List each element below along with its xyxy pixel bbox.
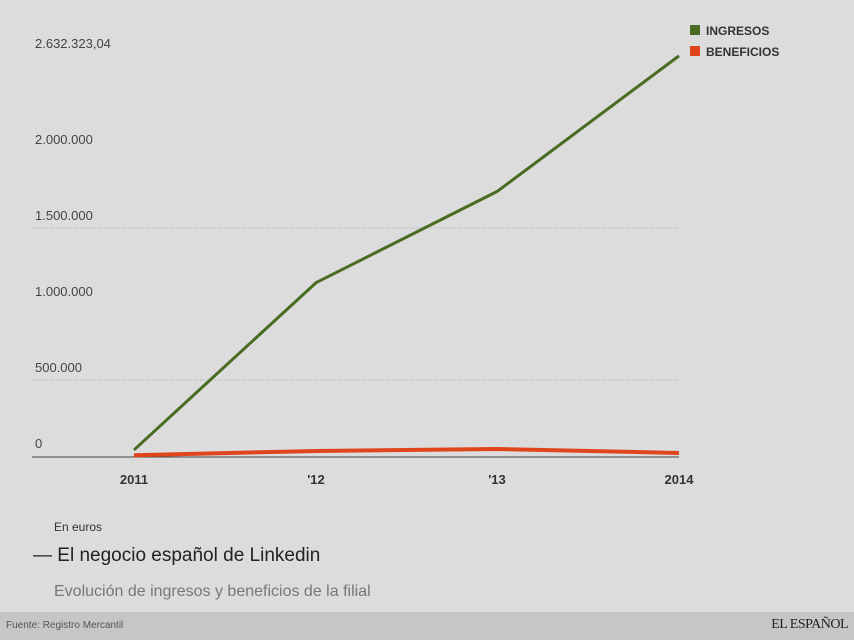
series-line-ingresos <box>132 54 680 452</box>
source-text: Fuente: Registro Mercantil <box>6 620 124 631</box>
y-tick-label: 500.000 <box>35 360 82 375</box>
y-tick-label: 1.500.000 <box>35 208 93 223</box>
chart-subtitle: Evolución de ingresos y beneficios de la… <box>54 583 371 600</box>
legend-label: BENEFICIOS <box>706 45 779 59</box>
chart-title-text: El negocio español de Linkedin <box>57 545 321 566</box>
line-chart: 0 500.000 1.000.000 1.500.000 2.000.000 2.632… <box>32 24 779 487</box>
x-tick-label: 2014 <box>665 472 695 487</box>
x-tick-label: '13 <box>488 472 506 487</box>
x-tick-label: 2011 <box>120 472 148 487</box>
footer: Fuente: Registro Mercantil EL ESPAÑOL <box>0 612 854 640</box>
y-tick-label: 1.000.000 <box>35 284 93 299</box>
y-tick-label: 2.632.323,04 <box>35 36 111 51</box>
y-tick-label: 0 <box>35 436 42 451</box>
el-espanol-logo[interactable]: EL ESPAÑOL <box>771 617 848 632</box>
series-line-beneficios <box>133 447 680 458</box>
legend-swatch-beneficios <box>690 46 700 56</box>
legend-swatch-ingresos <box>690 25 700 35</box>
legend-label: INGRESOS <box>706 24 769 38</box>
unit-label: En euros <box>54 520 103 534</box>
x-tick-label: '12 <box>307 472 325 487</box>
y-tick-label: 2.000.000 <box>35 132 93 147</box>
chart-title: — El negocio español de Linkedin <box>33 545 321 566</box>
